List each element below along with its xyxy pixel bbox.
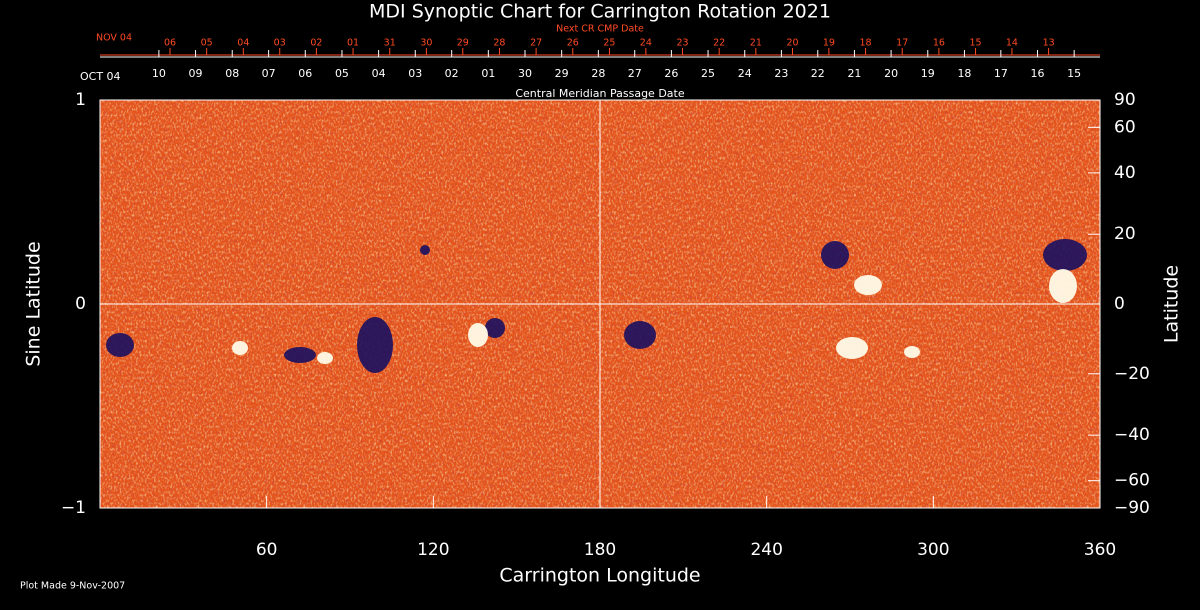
date-tick-label: 14: [1006, 38, 1018, 49]
y2-tick-label: 90: [1114, 90, 1136, 110]
date-tick-label: 27: [530, 38, 542, 49]
date-tick-label: 27: [628, 67, 642, 80]
y2-tick-label: −40: [1114, 425, 1150, 445]
y2-axis-title: Latitude: [1161, 265, 1183, 343]
date-tick-label: 15: [970, 38, 982, 49]
x-tick-label: 240: [750, 540, 782, 560]
date-tick-label: 19: [921, 67, 935, 80]
y2-tick-label: 0: [1114, 294, 1125, 314]
date-tick-label: 17: [896, 38, 908, 49]
date-tick-label: 29: [457, 38, 469, 49]
date-tick-label: 21: [847, 67, 861, 80]
date-tick-label: 20: [884, 67, 898, 80]
date-tick-label: 04: [237, 38, 249, 49]
date-tick-label: 30: [518, 67, 532, 80]
y-tick-label: −1: [61, 498, 86, 518]
date-tick-label: 29: [555, 67, 569, 80]
date-tick-label: 18: [860, 38, 872, 49]
x-tick-label: 180: [584, 540, 616, 560]
next-cmp-axis-title: Next CR CMP Date: [556, 24, 644, 35]
cmp-period: OCT 04: [80, 70, 121, 83]
y-tick-label: 0: [75, 294, 86, 314]
y2-tick-label: −20: [1114, 364, 1150, 384]
y2-tick-label: 40: [1114, 163, 1136, 183]
date-tick-label: 05: [201, 38, 213, 49]
date-tick-label: 13: [1043, 38, 1055, 49]
date-tick-label: 26: [664, 67, 678, 80]
date-tick-label: 05: [335, 67, 349, 80]
date-tick-label: 28: [493, 38, 505, 49]
date-tick-label: 30: [420, 38, 432, 49]
date-tick-label: 25: [701, 67, 715, 80]
y-tick-label: 1: [75, 90, 86, 110]
date-tick-label: 19: [823, 38, 835, 49]
x-tick-label: 360: [1084, 540, 1116, 560]
date-tick-label: 18: [957, 67, 971, 80]
date-tick-label: 02: [310, 38, 322, 49]
chart-title: MDI Synoptic Chart for Carrington Rotati…: [369, 1, 831, 23]
y2-tick-label: 20: [1114, 224, 1136, 244]
date-tick-label: 09: [189, 67, 203, 80]
date-tick-label: 24: [738, 67, 752, 80]
date-tick-label: 01: [347, 38, 359, 49]
y-axis-title: Sine Latitude: [23, 241, 45, 366]
x-tick-label: 300: [917, 540, 949, 560]
date-tick-label: 01: [481, 67, 495, 80]
date-tick-label: 25: [603, 38, 615, 49]
date-tick-label: 31: [384, 38, 396, 49]
date-tick-label: 20: [786, 38, 798, 49]
date-tick-label: 08: [225, 67, 239, 80]
date-tick-label: 06: [298, 67, 312, 80]
x-tick-label: 120: [417, 540, 449, 560]
date-tick-label: 24: [640, 38, 652, 49]
date-tick-label: 21: [750, 38, 762, 49]
date-tick-label: 03: [408, 67, 422, 80]
y2-tick-label: −90: [1114, 498, 1150, 518]
x-axis-title: Carrington Longitude: [499, 565, 700, 587]
date-tick-label: 06: [164, 38, 176, 49]
date-tick-label: 02: [445, 67, 459, 80]
date-tick-label: 16: [1031, 67, 1045, 80]
date-tick-label: 26: [567, 38, 579, 49]
date-tick-label: 28: [591, 67, 605, 80]
date-tick-label: 03: [274, 38, 286, 49]
date-tick-label: 07: [262, 67, 276, 80]
date-tick-label: 04: [372, 67, 386, 80]
date-tick-label: 10: [152, 67, 166, 80]
x-tick-label: 60: [256, 540, 278, 560]
date-tick-label: 17: [994, 67, 1008, 80]
date-tick-label: 16: [933, 38, 945, 49]
y2-tick-label: −60: [1114, 471, 1150, 491]
next-cmp-period: NOV 04: [96, 33, 132, 44]
date-tick-label: 22: [811, 67, 825, 80]
date-tick-label: 22: [713, 38, 725, 49]
footnote: Plot Made 9-Nov-2007: [20, 581, 125, 592]
y2-tick-label: 60: [1114, 117, 1136, 137]
date-tick-label: 23: [676, 38, 688, 49]
cmp-axis-title: Central Meridian Passage Date: [515, 87, 684, 100]
date-tick-label: 15: [1067, 67, 1081, 80]
date-tick-label: 23: [774, 67, 788, 80]
